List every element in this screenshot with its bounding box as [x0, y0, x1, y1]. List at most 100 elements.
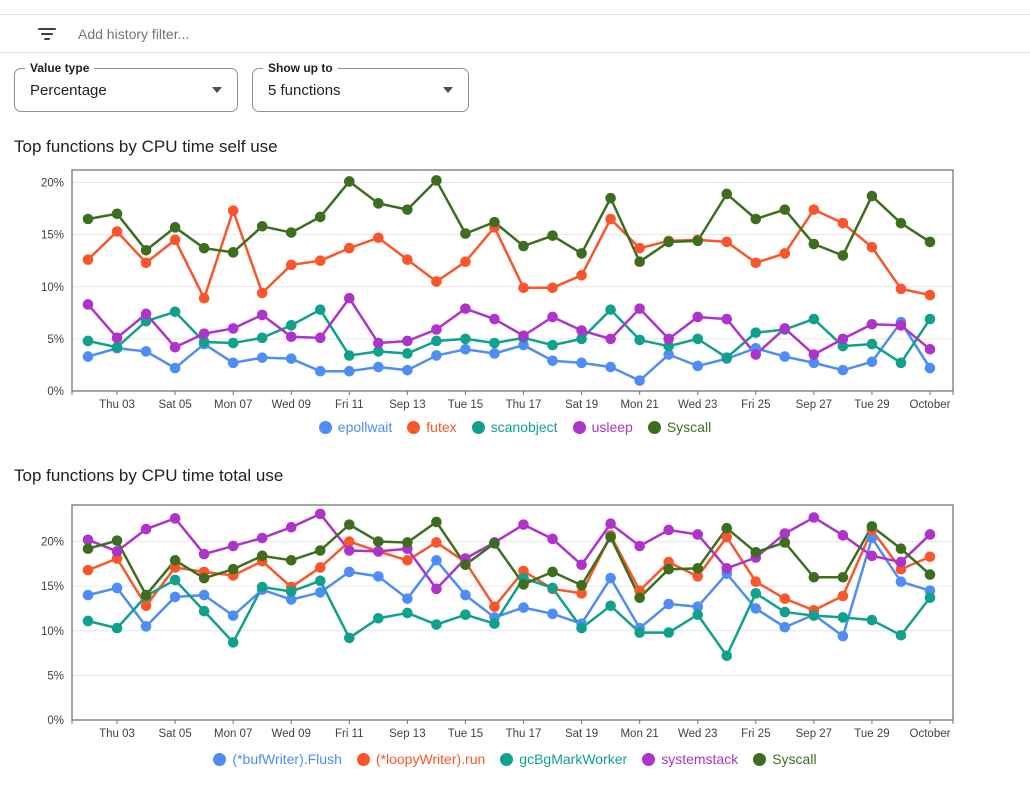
x-axis-tick-label: Fri 25 [741, 399, 770, 411]
data-point [256, 532, 268, 544]
data-point [285, 586, 297, 597]
data-point [547, 230, 558, 241]
x-axis-tick-label: Tue 15 [448, 399, 483, 411]
x-axis-tick-label: Thu 17 [506, 728, 542, 740]
data-point [344, 566, 355, 578]
x-axis-tick-label: Sat 19 [565, 728, 598, 740]
y-axis-tick-label: 15% [41, 581, 64, 593]
data-point [576, 622, 587, 634]
legend-item: Syscall [753, 751, 817, 767]
show-up-to-label: Show up to [263, 61, 338, 75]
data-point [518, 330, 529, 342]
data-point [373, 536, 384, 547]
data-point [344, 242, 355, 254]
series-line [87, 308, 932, 365]
data-point [634, 256, 645, 268]
data-point [750, 327, 762, 338]
data-point [344, 632, 355, 644]
data-point [634, 627, 645, 638]
series-line [87, 179, 931, 263]
data-point [837, 630, 849, 642]
x-axis-tick-label: Sep 13 [389, 399, 425, 411]
history-filter-input[interactable] [76, 24, 680, 43]
x-axis-tick-label: Wed 09 [272, 728, 311, 740]
data-point [576, 588, 587, 599]
data-point [663, 524, 674, 536]
x-axis-tick-label: Tue 15 [448, 728, 483, 740]
data-point [314, 255, 326, 266]
data-point [402, 537, 413, 548]
data-point [866, 521, 878, 532]
data-point [169, 591, 181, 603]
data-point [750, 588, 762, 599]
data-point [605, 572, 616, 584]
data-point [344, 365, 355, 377]
data-point [140, 308, 152, 320]
data-point [169, 555, 181, 566]
data-point [82, 299, 94, 310]
data-point [111, 208, 123, 220]
data-point [169, 341, 181, 353]
data-point [111, 582, 123, 594]
data-point [431, 583, 442, 595]
data-point [605, 531, 616, 543]
data-point [837, 250, 849, 261]
data-point [692, 235, 704, 247]
data-point [227, 323, 239, 334]
data-point [111, 535, 123, 546]
data-point [692, 609, 704, 621]
legend-dot-icon [407, 420, 421, 434]
legend-item: epollwait [318, 419, 392, 435]
data-point [924, 236, 936, 248]
data-point [576, 248, 587, 259]
data-point [634, 334, 645, 346]
data-point [576, 579, 587, 591]
data-point [140, 244, 152, 256]
data-point [721, 531, 733, 543]
data-point [169, 574, 181, 586]
legend-item: (*bufWriter).Flush [213, 751, 342, 767]
data-point [431, 324, 442, 335]
data-point [431, 619, 442, 630]
y-axis-tick-label: 20% [41, 537, 64, 549]
data-point [373, 546, 384, 557]
data-point [373, 346, 384, 357]
data-point [344, 350, 355, 361]
data-point [489, 337, 500, 349]
data-point [663, 333, 674, 345]
data-point [431, 537, 442, 548]
data-point [169, 513, 181, 524]
legend-item: (*loopyWriter).run [356, 751, 485, 767]
x-axis-tick-label: Mon 21 [620, 728, 658, 740]
data-point [866, 356, 878, 368]
data-point [227, 205, 239, 216]
data-point [198, 589, 210, 601]
data-point [402, 204, 413, 215]
data-point [750, 349, 762, 360]
value-type-select[interactable]: Value type Percentage [14, 61, 238, 112]
series-line [87, 208, 931, 300]
data-point [605, 304, 616, 315]
data-point [489, 618, 500, 629]
data-point [169, 306, 181, 318]
data-point [140, 600, 152, 612]
x-axis-tick-label: Fri 25 [741, 728, 770, 740]
data-point [431, 335, 442, 347]
data-point [634, 540, 645, 552]
data-point [837, 217, 849, 229]
x-axis-tick-label: Sat 19 [565, 399, 598, 411]
data-point [402, 555, 413, 566]
show-up-to-select[interactable]: Show up to 5 functions [252, 61, 469, 112]
y-axis-tick-label: 5% [47, 334, 64, 346]
data-point [721, 563, 733, 574]
data-point [692, 333, 704, 345]
data-point [547, 533, 558, 545]
data-point [198, 242, 210, 254]
data-point [576, 357, 587, 369]
data-point [82, 564, 94, 576]
data-point [866, 550, 878, 562]
data-point [314, 587, 326, 598]
data-point [692, 311, 704, 323]
x-axis-tick-label: Thu 03 [99, 728, 135, 740]
data-point [373, 198, 384, 209]
